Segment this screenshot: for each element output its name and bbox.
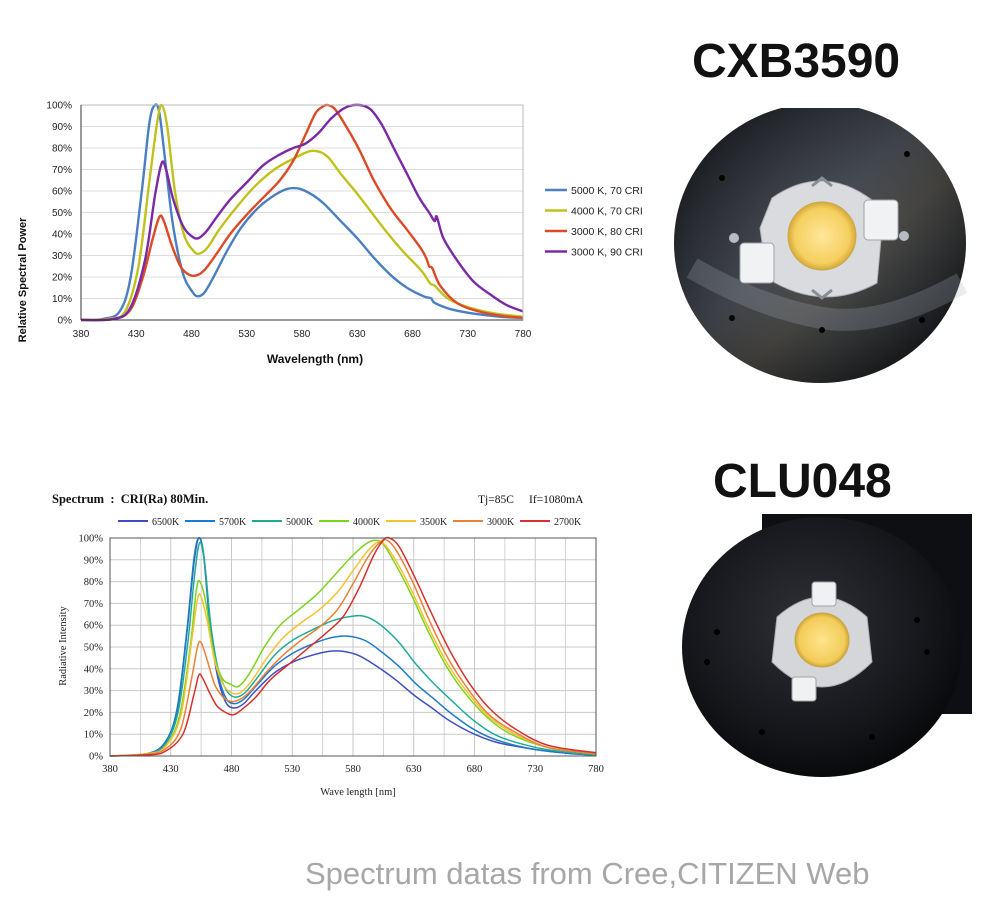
chart2-x-axis-label: Wave length [nm] — [320, 787, 396, 798]
chart2-x-tick-label: 530 — [284, 764, 300, 775]
chart2-legend-label-3500k: 3500K — [420, 517, 448, 528]
chart2-series-5000k — [109, 541, 597, 757]
chart2-x-tick-labels: 380 430 480 530 580 630 680 730 780 — [102, 764, 604, 775]
chart-cree-spectrum: 0% 10% 20% 30% 40% 50% 60% 70% 80% 90% 100% 380 430… — [17, 101, 643, 367]
chart2-series-5700k — [109, 537, 597, 757]
chart2-y-tick-label: 80% — [84, 577, 104, 588]
chart1-legend-label-4000-k-70-cri: 4000 K, 70 CRI — [571, 205, 643, 217]
chart1-y-tick-label: 50% — [52, 208, 72, 219]
chart1-x-tick-label: 380 — [73, 329, 90, 340]
chart1-x-tick-label: 630 — [349, 329, 366, 340]
chart2-legend-label-5700k: 5700K — [219, 517, 247, 528]
chart1-series-3000-k-80-cri — [80, 103, 524, 322]
chart1-y-tick-label: 20% — [52, 273, 72, 284]
chart1-y-tick-label: 40% — [52, 230, 72, 241]
chart1-legend-label-5000-k-70-cri: 5000 K, 70 CRI — [571, 185, 643, 197]
chart1-x-axis-label: Wavelength (nm) — [267, 352, 363, 366]
chart2-x-tick-label: 430 — [163, 764, 179, 775]
chart2-series-4000k — [109, 539, 597, 757]
chart2-axes — [109, 537, 597, 757]
chart2-legend-label-2700k: 2700K — [554, 517, 582, 528]
chart2-series-group — [109, 536, 597, 757]
chart1-x-tick-label: 780 — [515, 329, 532, 340]
chart1-y-tick-label: 30% — [52, 251, 72, 262]
chart-citizen-spectrum: Spectrum : CRI(Ra) 80Min. Tj=85C If=1080… — [52, 492, 604, 798]
chart2-series-3000k — [109, 538, 597, 757]
chart2-y-axis-label: Radiative Intensity — [58, 605, 69, 685]
chart2-y-tick-label: 90% — [84, 555, 104, 566]
product-title-cxb3590: CXB3590 — [692, 35, 901, 88]
chart2-legend-label-6500k: 6500K — [152, 517, 180, 528]
chart2-y-tick-label: 20% — [84, 708, 104, 719]
chart1-series-5000-k-70-cri — [80, 103, 524, 322]
chart1-x-tick-label: 730 — [459, 329, 476, 340]
chart2-x-tick-label: 630 — [406, 764, 422, 775]
product-photo-cxb3590 — [674, 108, 968, 383]
chart2-annotation-tj: Tj=85C — [478, 494, 514, 506]
chart2-plot-frame — [109, 537, 597, 757]
chart1-legend: 5000 K, 70 CRI 4000 K, 70 CRI 3000 K, 80 C… — [545, 185, 643, 258]
chart2-x-tick-label: 480 — [224, 764, 240, 775]
chart2-y-tick-label: 70% — [84, 599, 104, 610]
chart1-y-tick-label: 70% — [52, 165, 72, 176]
chart2-annotation-if: If=1080mA — [529, 494, 584, 506]
product-title-clu048: CLU048 — [713, 455, 892, 508]
chart2-legend-label-5000k: 5000K — [286, 517, 314, 528]
chart2-legend: 6500K 5700K 5000K 4000K 3500K 3000K 2700K — [118, 517, 582, 528]
chart1-x-tick-labels: 380 430 480 530 580 630 680 730 780 — [73, 329, 532, 340]
chart2-y-tick-label: 0% — [89, 752, 103, 763]
chart1-x-tick-label: 680 — [404, 329, 421, 340]
chart2-x-tick-label: 580 — [345, 764, 361, 775]
chart1-series-4000-k-70-cri — [80, 103, 524, 322]
chart1-x-tick-label: 480 — [183, 329, 200, 340]
chart1-y-tick-label: 80% — [52, 144, 72, 155]
chart2-y-tick-label: 10% — [84, 730, 104, 741]
chart2-x-tick-label: 730 — [527, 764, 543, 775]
chart1-legend-label-3000-k-80-cri: 3000 K, 80 CRI — [571, 226, 643, 238]
chart1-y-tick-label: 60% — [52, 187, 72, 198]
chart2-y-tick-label: 30% — [84, 686, 104, 697]
chart2-title: Spectrum : CRI(Ra) 80Min. — [52, 492, 208, 506]
chart2-y-tick-label: 50% — [84, 643, 104, 654]
chart2-y-tick-labels: 0% 10% 20% 30% 40% 50% 60% 70% 80% 90% 100% — [79, 534, 104, 763]
chart2-x-tick-label: 780 — [588, 764, 604, 775]
chart1-x-tick-label: 430 — [128, 329, 145, 340]
chart1-axes — [80, 104, 524, 321]
chart2-y-tick-label: 40% — [84, 664, 104, 675]
chart2-series-3500k — [109, 540, 597, 757]
chart1-y-tick-label: 0% — [58, 316, 73, 327]
chart2-x-tick-label: 380 — [102, 764, 118, 775]
chart2-legend-label-4000k: 4000K — [353, 517, 381, 528]
chart1-y-tick-label: 90% — [52, 122, 72, 133]
chart1-x-tick-label: 580 — [294, 329, 311, 340]
chart1-y-tick-label: 10% — [52, 294, 72, 305]
chart1-y-tick-label: 100% — [46, 101, 72, 112]
chart2-y-tick-label: 60% — [84, 621, 104, 632]
chart1-legend-label-3000-k-90-cri: 3000 K, 90 CRI — [571, 246, 643, 258]
chart2-series-2700k — [109, 536, 597, 757]
chart1-series-group — [80, 103, 524, 322]
chart1-x-tick-label: 530 — [238, 329, 255, 340]
footer-source-note: Spectrum datas from Cree,CITIZEN Web — [305, 856, 870, 891]
chart1-y-tick-labels: 0% 10% 20% 30% 40% 50% 60% 70% 80% 90% 100% — [46, 101, 72, 327]
chart2-x-tick-label: 680 — [467, 764, 483, 775]
chart1-series-3000-k-90-cri — [80, 103, 524, 322]
chart2-y-tick-label: 100% — [79, 534, 104, 545]
chart1-y-axis-label: Relative Spectral Power — [17, 217, 29, 342]
product-photo-clu048 — [682, 514, 972, 777]
chart2-legend-label-3000k: 3000K — [487, 517, 515, 528]
